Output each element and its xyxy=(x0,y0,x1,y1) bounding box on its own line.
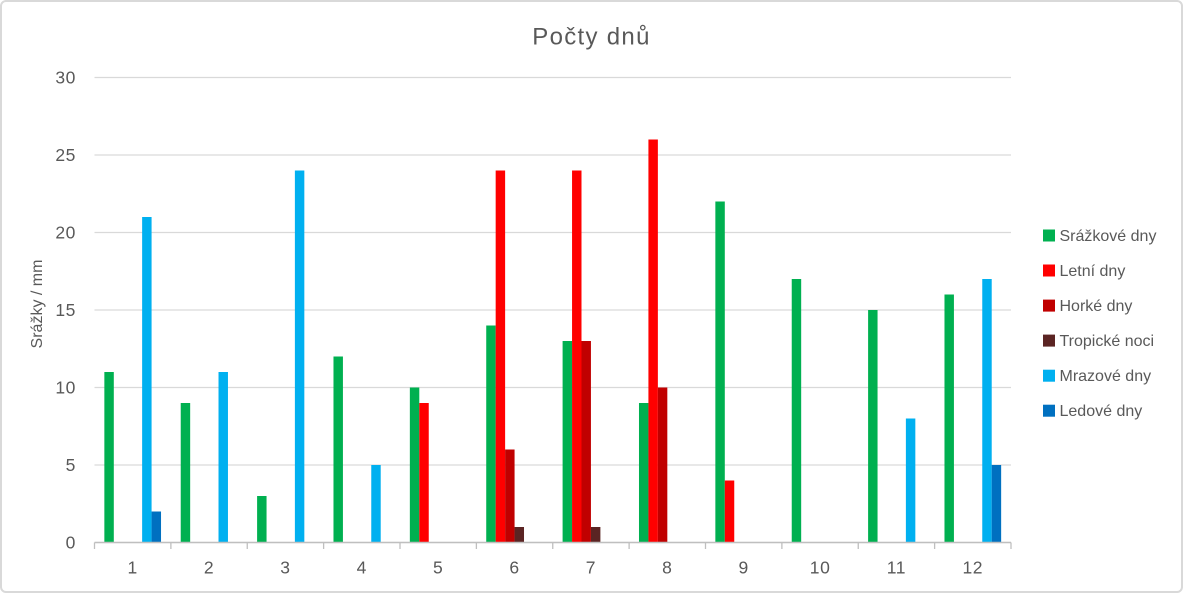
svg-text:10: 10 xyxy=(810,558,831,578)
svg-text:25: 25 xyxy=(55,145,76,165)
svg-text:5: 5 xyxy=(66,455,76,475)
svg-text:6: 6 xyxy=(509,558,519,578)
svg-text:2: 2 xyxy=(204,558,214,578)
svg-text:20: 20 xyxy=(55,223,76,243)
svg-text:Mrazové dny: Mrazové dny xyxy=(1060,368,1152,385)
svg-text:Horké dny: Horké dny xyxy=(1060,298,1133,315)
svg-text:5: 5 xyxy=(433,558,443,578)
svg-text:15: 15 xyxy=(55,300,76,320)
svg-text:Letní dny: Letní dny xyxy=(1060,263,1126,280)
svg-text:3: 3 xyxy=(280,558,290,578)
svg-text:8: 8 xyxy=(662,558,672,578)
svg-text:10: 10 xyxy=(55,378,76,398)
svg-text:9: 9 xyxy=(739,558,749,578)
svg-text:4: 4 xyxy=(357,558,367,578)
svg-text:Ledové dny: Ledové dny xyxy=(1060,403,1143,420)
svg-text:12: 12 xyxy=(962,558,983,578)
svg-text:Srážky / mm: Srážky / mm xyxy=(29,260,46,349)
svg-text:Počty dnů: Počty dnů xyxy=(532,24,650,51)
svg-text:11: 11 xyxy=(887,558,906,578)
svg-text:0: 0 xyxy=(66,533,76,553)
svg-text:Tropické noci: Tropické noci xyxy=(1060,333,1155,350)
svg-text:1: 1 xyxy=(128,558,138,578)
svg-text:30: 30 xyxy=(55,68,76,88)
svg-text:Srážkové dny: Srážkové dny xyxy=(1060,228,1157,245)
svg-text:7: 7 xyxy=(586,558,596,578)
